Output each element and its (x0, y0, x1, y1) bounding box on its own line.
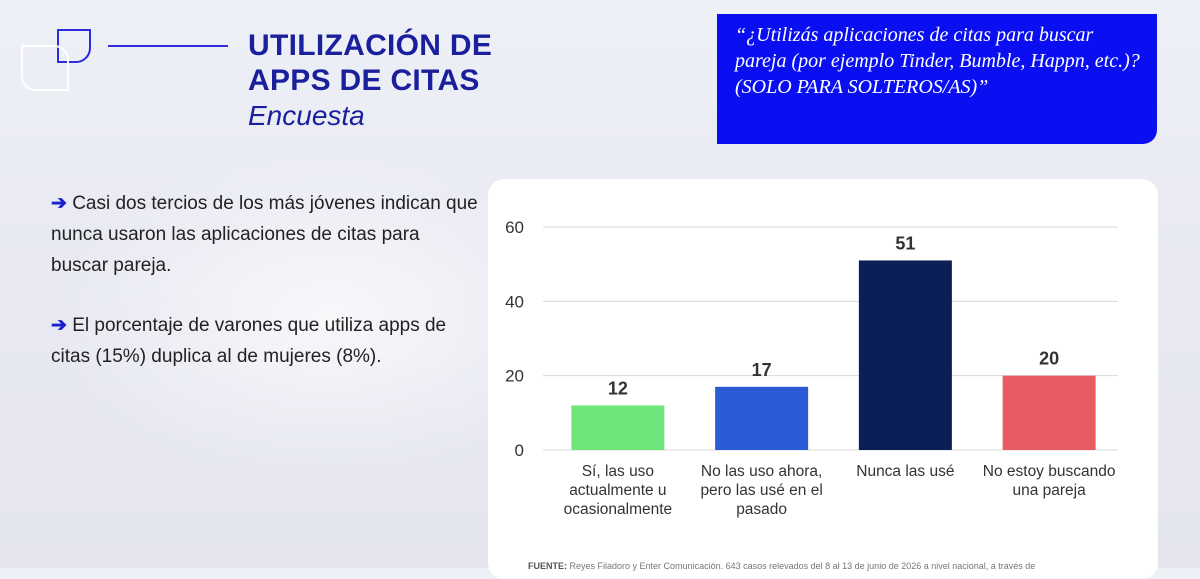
brand-logo-icon (21, 29, 91, 91)
arrow-right-icon: ➔ (51, 315, 67, 336)
y-tick-label: 60 (505, 218, 524, 237)
source-label: FUENTE: (528, 561, 567, 571)
page-title: UTILIZACIÓN DE APPS DE CITAS Encuesta (248, 28, 492, 134)
bar (858, 260, 952, 450)
data-label: 17 (752, 360, 772, 380)
chart-card: 0 20 40 60 12 Sí, las uso actualmente u ocasion… (488, 179, 1158, 579)
y-tick-label: 40 (505, 292, 524, 311)
x-tick-label: Sí, las uso actualmente u ocasionalmente (564, 463, 673, 518)
data-label: 51 (895, 233, 915, 253)
x-tick-label: No las uso ahora, pero las usé en el pasad… (700, 463, 822, 518)
bar (1002, 375, 1096, 450)
insight-text: El porcentaje de varones que utiliza app… (51, 315, 447, 367)
insight-item: ➔ Casi dos tercios de los más jóvenes in… (51, 188, 481, 281)
page-subtitle: Encuesta (248, 100, 365, 131)
data-label: 20 (1039, 349, 1059, 369)
x-tick-label: No estoy buscando una pareja (983, 463, 1116, 499)
title-rule (108, 45, 228, 47)
source-note: FUENTE: Reyes Filadoro y Enter Comunicac… (528, 561, 1035, 571)
insight-text: Casi dos tercios de los más jóvenes indi… (51, 193, 478, 276)
bar (571, 405, 665, 450)
survey-question-text: “¿Utilizás aplicaciones de citas para bu… (735, 24, 1140, 98)
data-label: 12 (608, 378, 628, 398)
bar (715, 386, 809, 450)
title-line-2: APPS DE CITAS (248, 64, 480, 97)
y-tick-label: 0 (515, 441, 524, 460)
bar-chart: 0 20 40 60 12 Sí, las uso actualmente u ocasion… (505, 218, 1118, 518)
source-text: Reyes Filadoro y Enter Comunicación. 643… (569, 561, 1036, 571)
insight-item: ➔ El porcentaje de varones que utiliza a… (51, 310, 481, 372)
arrow-right-icon: ➔ (51, 193, 67, 214)
insights-list: ➔ Casi dos tercios de los más jóvenes in… (51, 188, 481, 401)
y-tick-label: 20 (505, 367, 524, 386)
x-tick-label: Nunca las usé (856, 463, 954, 480)
title-line-1: UTILIZACIÓN DE (248, 29, 493, 62)
survey-question-box: “¿Utilizás aplicaciones de citas para bu… (717, 14, 1157, 144)
